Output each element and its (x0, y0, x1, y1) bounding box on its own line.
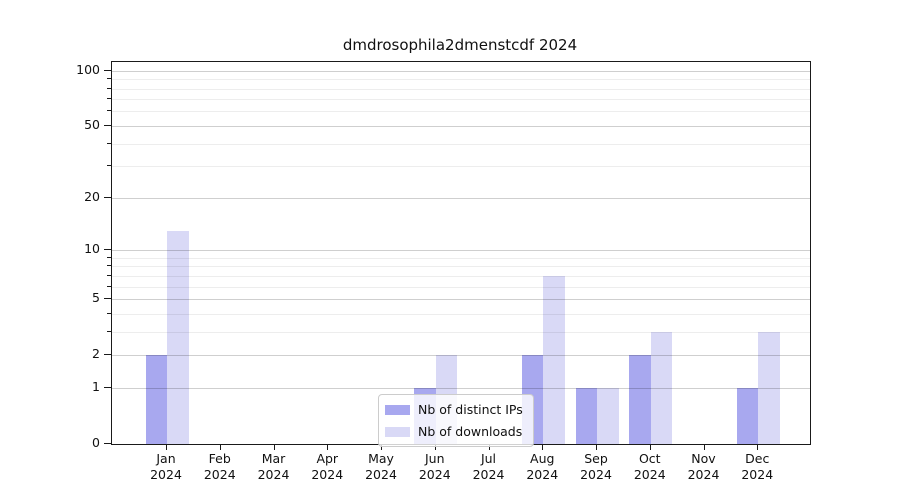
y-tick-mark (104, 443, 111, 444)
bar-downloads-sep (597, 387, 619, 444)
legend-label-distinct-ips: Nb of distinct IPs (418, 402, 523, 417)
x-tick-mark (166, 444, 167, 450)
gridline-y-40 (112, 143, 810, 145)
x-tick-mark (327, 444, 329, 450)
x-tick-mark (381, 444, 382, 450)
x-tick-mark (488, 444, 490, 450)
gridline-y-1 (112, 387, 810, 389)
legend-entry-distinct-ips: Nb of distinct IPs (385, 402, 523, 417)
gridline-y-9 (112, 257, 810, 259)
y-tick-label-5: 5 (92, 290, 100, 306)
gridline-y-20 (112, 197, 810, 199)
gridline-y-7 (112, 275, 810, 277)
gridline-y-80 (112, 88, 810, 90)
x-tick-mark (703, 444, 705, 450)
gridline-y-30 (112, 166, 810, 168)
y-tick-mark-minor (107, 274, 111, 276)
bar-distinct-ips-sep (575, 387, 597, 444)
legend-entry-downloads: Nb of downloads (385, 424, 523, 439)
x-tick-label-sep: Sep 2024 (580, 451, 612, 482)
y-tick-mark (104, 298, 111, 300)
y-tick-label-1: 1 (92, 378, 100, 394)
y-tick-label-0: 0 (92, 435, 100, 450)
chart-title: dmdrosophila2dmenstcdf 2024 (342, 36, 578, 54)
x-tick-mark (434, 444, 436, 450)
x-tick-label-jul: Jul 2024 (472, 451, 505, 482)
y-tick-mark-minor (107, 285, 111, 287)
plot-area: Nb of distinct IPs Nb of downloads (111, 61, 811, 447)
gridline-y-8 (112, 266, 810, 268)
x-tick-mark (757, 444, 759, 450)
x-tick-label-oct: Oct 2024 (633, 451, 666, 482)
x-tick-mark (273, 444, 275, 450)
y-tick-label-2: 2 (92, 346, 100, 362)
bar-distinct-ips-dec (736, 387, 759, 444)
gridline-y-100 (112, 70, 810, 72)
gridline-y-6 (112, 286, 810, 288)
y-tick-mark-minor (107, 78, 111, 80)
bar-distinct-ips-jan (145, 355, 167, 444)
bar-downloads-jan (167, 230, 189, 444)
legend: Nb of distinct IPs Nb of downloads (378, 394, 534, 447)
x-tick-mark (649, 444, 651, 450)
y-tick-label-50: 50 (84, 116, 100, 132)
x-tick-label-nov: Nov 2024 (687, 451, 720, 482)
x-tick-label-jan: Jan 2024 (150, 451, 182, 482)
bar-downloads-oct (650, 331, 673, 444)
y-tick-label-100: 100 (76, 61, 100, 77)
x-tick-label-dec: Dec 2024 (741, 451, 774, 482)
y-tick-mark-minor (107, 165, 111, 167)
y-tick-mark-minor (107, 142, 111, 144)
x-tick-label-mar: Mar 2024 (257, 451, 290, 482)
gridline-y-2 (112, 355, 810, 357)
x-tick-label-jun: Jun 2024 (418, 451, 451, 482)
bar-downloads-aug (543, 275, 565, 444)
x-tick-mark (219, 444, 221, 450)
y-tick-label-20: 20 (84, 188, 100, 204)
x-tick-label-apr: Apr 2024 (311, 451, 344, 482)
gridline-y-50 (112, 125, 810, 127)
y-tick-mark-minor (107, 256, 111, 258)
bar-distinct-ips-oct (629, 355, 651, 444)
x-tick-mark (542, 444, 544, 450)
legend-swatch-downloads-icon (385, 426, 410, 437)
gridline-y-90 (112, 79, 810, 81)
gridline-y-5 (112, 299, 810, 301)
y-tick-mark-minor (107, 265, 111, 267)
gridline-y-10 (112, 250, 810, 252)
x-tick-mark (596, 444, 597, 450)
y-tick-label-10: 10 (84, 241, 100, 257)
y-tick-mark (104, 69, 111, 71)
y-tick-mark (104, 124, 111, 126)
x-tick-label-aug: Aug 2024 (526, 451, 559, 482)
legend-swatch-distinct-ips-icon (385, 404, 410, 415)
gridline-y-3 (112, 331, 810, 333)
y-tick-mark (104, 354, 111, 356)
gridline-y-4 (112, 313, 810, 315)
gridline-y-60 (112, 111, 810, 113)
y-tick-mark (104, 386, 111, 388)
y-tick-mark-minor (107, 330, 111, 332)
x-tick-label-feb: Feb 2024 (203, 451, 236, 482)
y-tick-mark-minor (107, 98, 111, 100)
legend-label-downloads: Nb of downloads (418, 424, 523, 439)
y-tick-mark (104, 196, 111, 198)
x-tick-label-may: May 2024 (365, 451, 397, 482)
y-tick-mark-minor (107, 312, 111, 314)
y-tick-mark-minor (107, 110, 111, 112)
y-tick-mark-minor (107, 87, 111, 89)
bar-downloads-dec (758, 331, 780, 444)
y-tick-mark (104, 249, 111, 251)
gridline-y-70 (112, 99, 810, 101)
